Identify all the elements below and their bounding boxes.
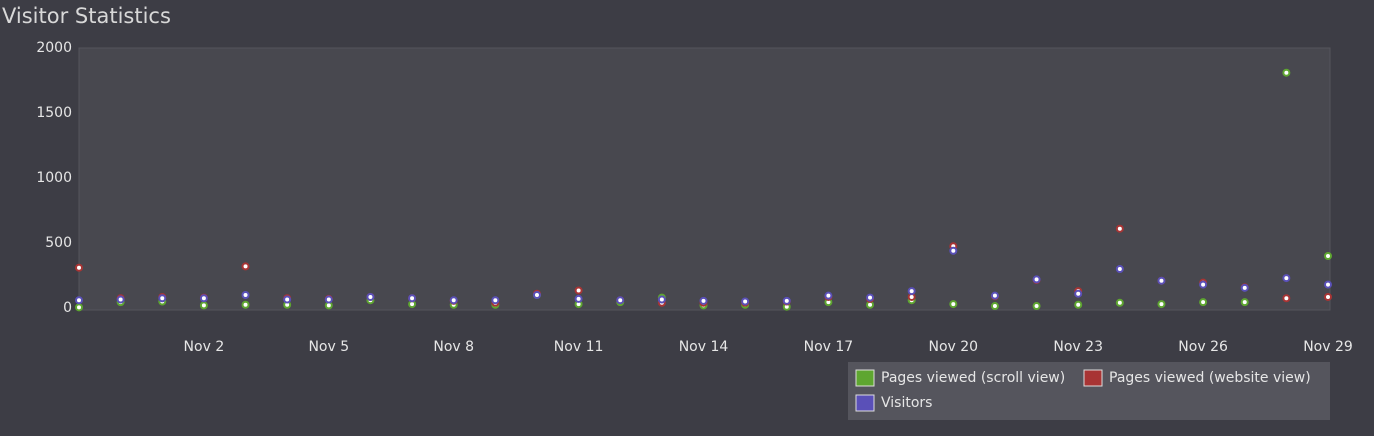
legend-swatch	[855, 394, 875, 412]
x-tick-label: Nov 17	[804, 339, 854, 355]
legend-swatch	[855, 369, 875, 387]
data-point	[574, 286, 583, 295]
data-point	[1240, 298, 1249, 307]
data-point	[116, 295, 125, 304]
data-point	[1115, 265, 1124, 273]
x-tick-label: Nov 11	[554, 339, 604, 355]
legend-swatch	[1083, 369, 1103, 387]
data-point	[199, 294, 208, 303]
data-point	[1282, 68, 1291, 77]
x-tick-label: Nov 23	[1053, 339, 1103, 355]
data-point	[75, 263, 83, 272]
data-point	[241, 291, 250, 299]
y-tick-label: 500	[45, 235, 72, 251]
data-point	[1282, 274, 1291, 283]
data-point	[990, 302, 999, 311]
data-point	[1115, 224, 1124, 233]
legend-label: Pages viewed (scroll view)	[881, 370, 1065, 386]
data-point	[949, 246, 958, 255]
data-point	[241, 300, 250, 309]
data-point	[949, 300, 958, 309]
y-tick-label: 1000	[36, 170, 72, 186]
data-point	[366, 292, 375, 301]
data-point	[1324, 280, 1332, 289]
legend-label: Visitors	[881, 395, 932, 411]
plot-area	[78, 47, 1331, 311]
data-point	[782, 296, 791, 305]
y-tick-label: 0	[63, 300, 72, 316]
legend-label: Pages viewed (website view)	[1109, 370, 1311, 386]
data-point	[491, 296, 500, 305]
data-point	[408, 294, 417, 303]
data-point	[241, 262, 250, 271]
data-point	[657, 295, 666, 304]
data-point	[449, 296, 458, 305]
x-tick-label: Nov 20	[929, 339, 979, 355]
x-tick-label: Nov 26	[1178, 339, 1228, 355]
data-point	[990, 291, 999, 300]
data-point	[699, 296, 708, 305]
x-tick-label: Nov 5	[308, 339, 349, 355]
data-point	[1157, 300, 1166, 309]
data-point	[1032, 275, 1041, 284]
data-point	[75, 296, 83, 305]
data-point	[75, 303, 83, 312]
data-point	[158, 294, 167, 303]
data-point	[1282, 294, 1291, 303]
x-tick-label: Nov 14	[679, 339, 729, 355]
x-tick-label: Nov 29	[1303, 339, 1353, 355]
y-tick-label: 2000	[36, 40, 72, 56]
data-point	[283, 295, 292, 304]
x-tick-label: Nov 8	[433, 339, 474, 355]
data-point	[1199, 298, 1208, 307]
data-point	[1199, 280, 1208, 289]
data-point	[824, 291, 833, 300]
data-point	[1032, 302, 1041, 311]
data-point	[907, 287, 916, 296]
data-point	[1240, 283, 1249, 292]
data-point	[1324, 252, 1332, 260]
data-point	[574, 294, 583, 303]
chart-title: Visitor Statistics	[2, 4, 171, 28]
data-point	[616, 296, 625, 305]
data-point	[1074, 289, 1083, 298]
data-point	[1074, 300, 1083, 309]
data-point	[1324, 292, 1332, 301]
x-tick-label: Nov 2	[184, 339, 225, 355]
data-point	[1157, 276, 1166, 285]
data-point	[741, 297, 750, 306]
data-point	[532, 291, 541, 299]
data-point	[199, 301, 208, 310]
data-point	[1115, 298, 1124, 307]
y-tick-label: 1500	[36, 105, 72, 121]
data-point	[866, 293, 875, 302]
data-point	[324, 295, 333, 304]
